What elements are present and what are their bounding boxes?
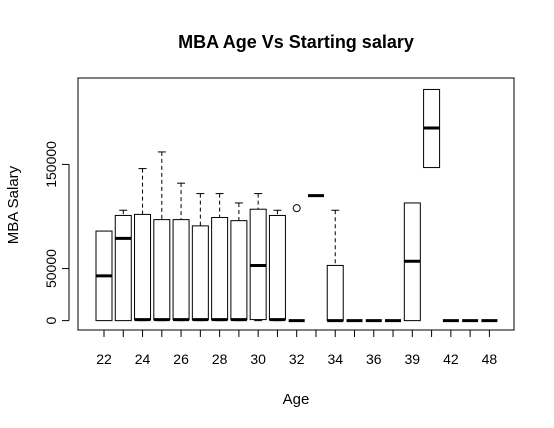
box-34	[326, 264, 344, 322]
x-tick-label-48: 48	[482, 351, 498, 367]
x-tick-label-22: 22	[96, 351, 112, 367]
box-27	[191, 225, 209, 321]
x-tick-label-42: 42	[443, 351, 459, 367]
x-tick-label-34: 34	[327, 351, 343, 367]
outlier-32-0	[292, 204, 301, 213]
box-26	[172, 219, 190, 321]
x-tick-label-24: 24	[135, 351, 151, 367]
x-axis-label: Age	[283, 391, 310, 408]
y-tick-label-50000: 50000	[43, 249, 59, 288]
x-tick-label-39: 39	[405, 351, 421, 367]
y-axis-label: MBA Salary	[5, 165, 22, 244]
x-tick-label-28: 28	[212, 351, 228, 367]
box-29	[230, 220, 248, 321]
x-tick-label-36: 36	[366, 351, 382, 367]
chart-title: MBA Age Vs Starting salary	[178, 32, 414, 52]
box-28	[211, 217, 229, 321]
box-24	[134, 213, 152, 321]
box-25	[153, 219, 171, 321]
box-23	[114, 214, 132, 322]
x-tick-label-30: 30	[250, 351, 266, 367]
chart-marks: 22 24 26 28 30 32 34 36 39 42 48 0 50000 150000	[43, 88, 498, 367]
plot-frame	[77, 77, 515, 331]
x-tick-label-32: 32	[289, 351, 305, 367]
x-tick-label-26: 26	[173, 351, 189, 367]
y-tick-label-150000: 150000	[43, 141, 59, 188]
box-31	[268, 214, 286, 321]
y-tick-label-0: 0	[43, 317, 59, 325]
